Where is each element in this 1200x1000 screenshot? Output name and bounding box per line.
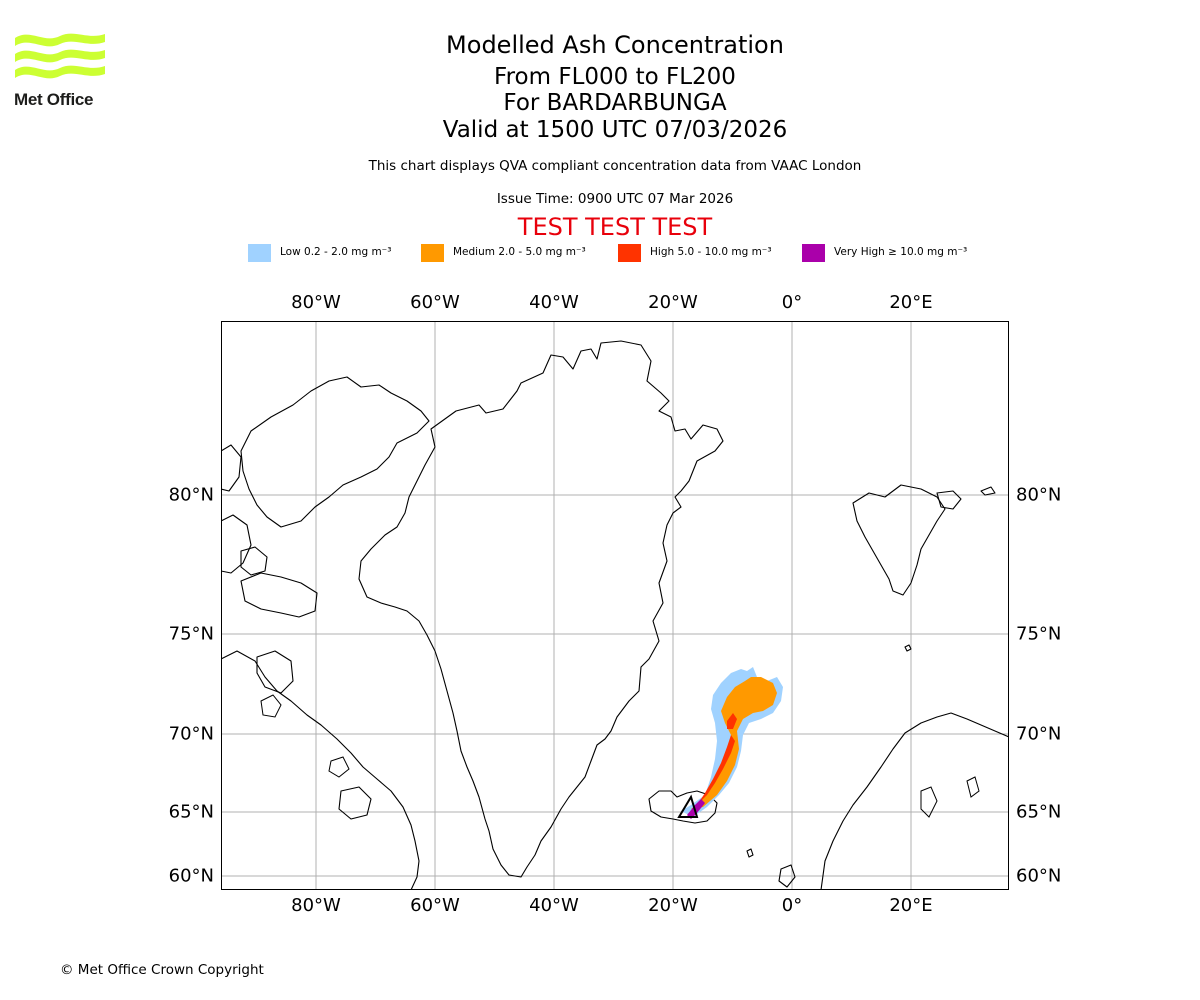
lon-label-top: 20°E (889, 292, 933, 313)
coastline-svalbard (852, 484, 946, 596)
coastline-greenland (358, 340, 724, 878)
met-office-logo: Met Office (14, 30, 110, 109)
coastline-victoria (221, 514, 252, 574)
map-frame (221, 321, 1009, 890)
coastline-kvitoya (980, 486, 996, 496)
legend-swatch-medium (421, 244, 444, 262)
lat-label-left: 75°N (168, 623, 214, 645)
lon-label-bottom: 80°W (291, 895, 341, 916)
lake-feature (966, 776, 980, 798)
legend-label-high: High 5.0 - 10.0 mg m⁻³ (650, 246, 772, 258)
lat-label-right: 70°N (1016, 723, 1062, 745)
chart-title: Modelled Ash Concentration (446, 31, 784, 59)
logo-text: Met Office (14, 90, 94, 109)
lake-feature (920, 786, 938, 818)
volcano-marker (677, 794, 699, 818)
coastline-axel-heiberg (221, 444, 242, 492)
test-banner: TEST TEST TEST (517, 213, 713, 241)
coastline-iceland (648, 790, 718, 824)
legend-swatch-low (248, 244, 271, 262)
coastline-somerset (256, 650, 294, 694)
ash-plume (681, 667, 783, 819)
coastline-bathurst (240, 546, 268, 576)
met-office-waves-icon (15, 33, 105, 79)
coastline-bjornoya (904, 644, 912, 652)
coastline-baffin (221, 650, 420, 890)
lat-label-left: 65°N (168, 801, 214, 823)
lon-label-bottom: 40°W (529, 895, 579, 916)
inland-features (260, 694, 980, 818)
lat-label-left: 80°N (168, 484, 214, 506)
coastline-devon (240, 572, 318, 618)
legend-label-medium: Medium 2.0 - 5.0 mg m⁻³ (453, 246, 586, 258)
lon-label-top: 60°W (410, 292, 460, 313)
issue-time: Issue Time: 0900 UTC 07 Mar 2026 (496, 191, 734, 207)
legend-label-low: Low 0.2 - 2.0 mg m⁻³ (280, 246, 392, 258)
lat-label-right: 75°N (1016, 623, 1062, 645)
lat-label-left: 60°N (168, 865, 214, 887)
lon-label-top: 40°W (529, 292, 579, 313)
coastline-faroes (746, 848, 754, 858)
flight-levels: From FL000 to FL200 (494, 64, 736, 90)
lon-label-top: 20°W (648, 292, 698, 313)
lon-label-bottom: 60°W (410, 895, 460, 916)
valid-time: Valid at 1500 UTC 07/03/2026 (442, 117, 788, 143)
lon-label-top: 0° (781, 292, 803, 313)
ash-zone-high (697, 735, 735, 805)
qva-note: This chart displays QVA compliant concen… (368, 158, 862, 174)
lake-feature (260, 694, 282, 718)
volcano-name: For BARDARBUNGA (503, 90, 727, 116)
lon-label-top: 80°W (291, 292, 341, 313)
legend-swatch-very-high (802, 244, 825, 262)
coastline-southampton (338, 786, 372, 820)
lat-label-left: 70°N (168, 723, 214, 745)
ash-map (221, 321, 1009, 890)
lat-label-right: 65°N (1016, 801, 1062, 823)
coastline-scandinavia (820, 712, 1009, 890)
legend-swatch-high (618, 244, 641, 262)
lake-feature (328, 756, 350, 778)
coastline-ellesmere (240, 376, 430, 528)
lon-label-bottom: 20°E (889, 895, 933, 916)
ash-zone-high (727, 713, 737, 729)
lon-label-bottom: 20°W (648, 895, 698, 916)
lat-label-right: 60°N (1016, 865, 1062, 887)
legend-label-very-high: Very High ≥ 10.0 mg m⁻³ (834, 246, 968, 258)
coastline-scotland-north (778, 864, 796, 888)
copyright: © Met Office Crown Copyright (60, 962, 264, 978)
coastline-nordaustlandet (936, 490, 962, 510)
lat-label-right: 80°N (1016, 484, 1062, 506)
ash-zone-very-high (687, 799, 705, 819)
map-background (221, 321, 1009, 890)
lon-label-bottom: 0° (781, 895, 803, 916)
